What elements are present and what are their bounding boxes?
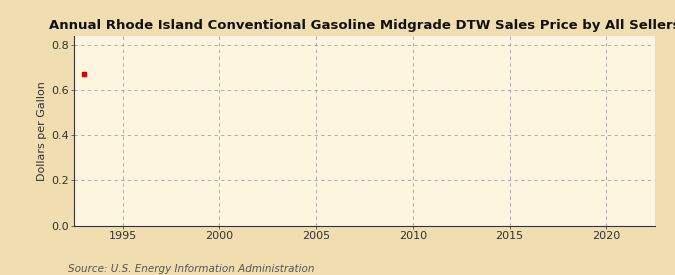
Y-axis label: Dollars per Gallon: Dollars per Gallon xyxy=(36,81,47,181)
Title: Annual Rhode Island Conventional Gasoline Midgrade DTW Sales Price by All Seller: Annual Rhode Island Conventional Gasolin… xyxy=(49,19,675,32)
Text: Source: U.S. Energy Information Administration: Source: U.S. Energy Information Administ… xyxy=(68,264,314,274)
